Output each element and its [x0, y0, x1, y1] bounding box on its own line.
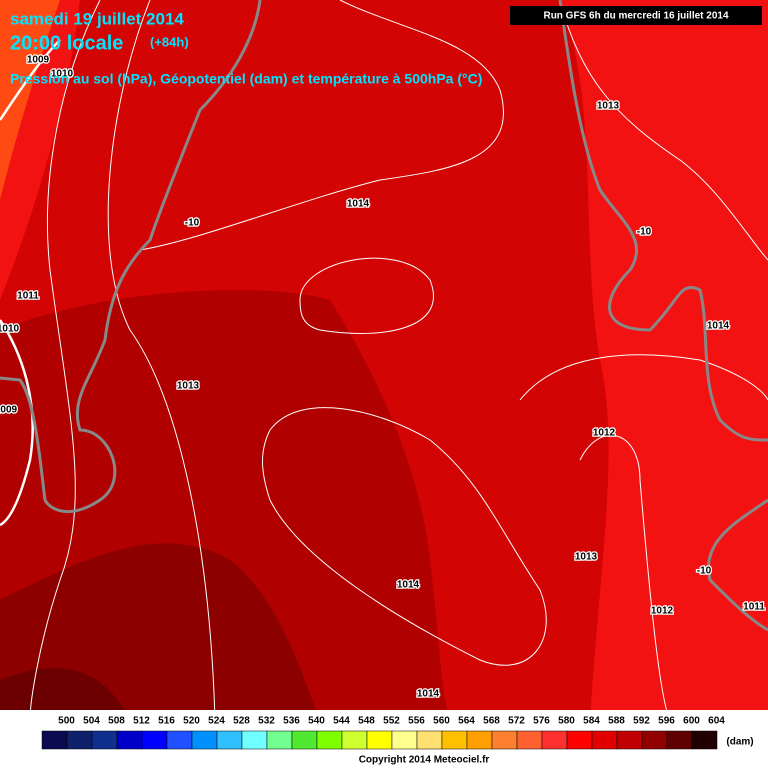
legend-value: 572: [508, 716, 525, 727]
legend-value: 596: [658, 716, 675, 727]
legend-value: 592: [633, 716, 650, 727]
legend-value: 500: [58, 716, 75, 727]
legend-value: 584: [583, 716, 600, 727]
legend-swatch: [491, 730, 518, 750]
legend-swatch: [391, 730, 418, 750]
legend-swatch: [691, 730, 718, 750]
isobar-label: -10: [697, 566, 712, 577]
isobar-label: 1013: [575, 552, 598, 563]
isobar-label: 1013: [597, 101, 620, 112]
legend-value: 524: [208, 716, 225, 727]
legend-swatch: [466, 730, 493, 750]
temp-band: [0, 668, 130, 720]
legend-swatch: [191, 730, 218, 750]
forecast-date: samedi 19 juillet 2014: [10, 9, 184, 28]
legend-value: 544: [333, 716, 350, 727]
legend-value: 588: [608, 716, 625, 727]
legend-swatch: [641, 730, 668, 750]
legend: 500 504 508 512 516 520 524 528 532 536 540 544 548 5…: [41, 716, 725, 750]
isobar-label: 1010: [51, 69, 74, 80]
legend-value: 552: [383, 716, 400, 727]
isobar-label: 1009: [27, 55, 50, 66]
legend-value: 580: [558, 716, 575, 727]
forecast-lead: (+84h): [150, 34, 189, 49]
isobar-label: 1011: [17, 291, 39, 302]
legend-value: 512: [133, 716, 150, 727]
legend-value: 560: [433, 716, 450, 727]
legend-swatch: [216, 730, 243, 750]
map-subtitle: Pression au sol (hPa), Géopotentiel (dam…: [10, 71, 482, 87]
run-box: [510, 6, 762, 25]
legend-swatch: [541, 730, 568, 750]
legend-value: 540: [308, 716, 325, 727]
legend-value: 536: [283, 716, 300, 727]
run-info: Run GFS 6h du mercredi 16 juillet 2014: [543, 11, 728, 22]
legend-value: 556: [408, 716, 425, 727]
legend-swatch: [516, 730, 543, 750]
legend-swatch: [441, 730, 468, 750]
legend-swatch: [116, 730, 143, 750]
isobar-label: 1014: [417, 689, 440, 700]
isobar-label: 1012: [593, 428, 616, 439]
isobar-label: 1014: [397, 580, 420, 591]
isobar-labels: 1009101010131014-10-10101110101014101310…: [0, 53, 767, 701]
legend-value: 576: [533, 716, 550, 727]
legend-swatch: [566, 730, 593, 750]
isobar-label: 1013: [177, 381, 200, 392]
isobar-label: 1014: [707, 321, 730, 332]
legend-swatch: [91, 730, 118, 750]
isobar-label: -10: [185, 218, 200, 229]
legend-value: 532: [258, 716, 275, 727]
isobars: [0, 0, 768, 721]
legend-swatch: [291, 730, 318, 750]
legend-unit: (dam): [726, 737, 753, 748]
legend-value: 520: [183, 716, 200, 727]
legend-value: 504: [83, 716, 100, 727]
legend-swatch: [616, 730, 643, 750]
legend-swatch: [41, 730, 68, 750]
isobar-label: 1011: [743, 602, 765, 613]
legend-value: 508: [108, 716, 125, 727]
copyright: Copyright 2014 Meteociel.fr: [359, 755, 490, 766]
warm-band: [0, 0, 60, 200]
legend-swatch: [366, 730, 393, 750]
legend-value: 548: [358, 716, 375, 727]
legend-swatch: [141, 730, 168, 750]
legend-swatch: [666, 730, 693, 750]
legend-value: 568: [483, 716, 500, 727]
legend-swatch: [341, 730, 368, 750]
isobar-label: 1012: [651, 606, 674, 617]
isotherms: [0, 0, 768, 632]
legend-swatch: [591, 730, 618, 750]
legend-swatch: [266, 730, 293, 750]
legend-swatch: [241, 730, 268, 750]
isobar-label: 1009: [0, 405, 18, 416]
legend-swatch: [66, 730, 93, 750]
isobar-label: -10: [637, 227, 652, 238]
forecast-time: 20:00 locale: [10, 32, 123, 54]
legend-swatch: [416, 730, 443, 750]
legend-swatch: [166, 730, 193, 750]
legend-value: 564: [458, 716, 475, 727]
legend-value: 528: [233, 716, 250, 727]
isobar-label: 1010: [0, 324, 20, 335]
legend-swatch: [316, 730, 343, 750]
legend-value: 600: [683, 716, 700, 727]
legend-value: 604: [708, 716, 725, 727]
legend-value: 516: [158, 716, 175, 727]
isobar-label: 1014: [347, 199, 370, 210]
